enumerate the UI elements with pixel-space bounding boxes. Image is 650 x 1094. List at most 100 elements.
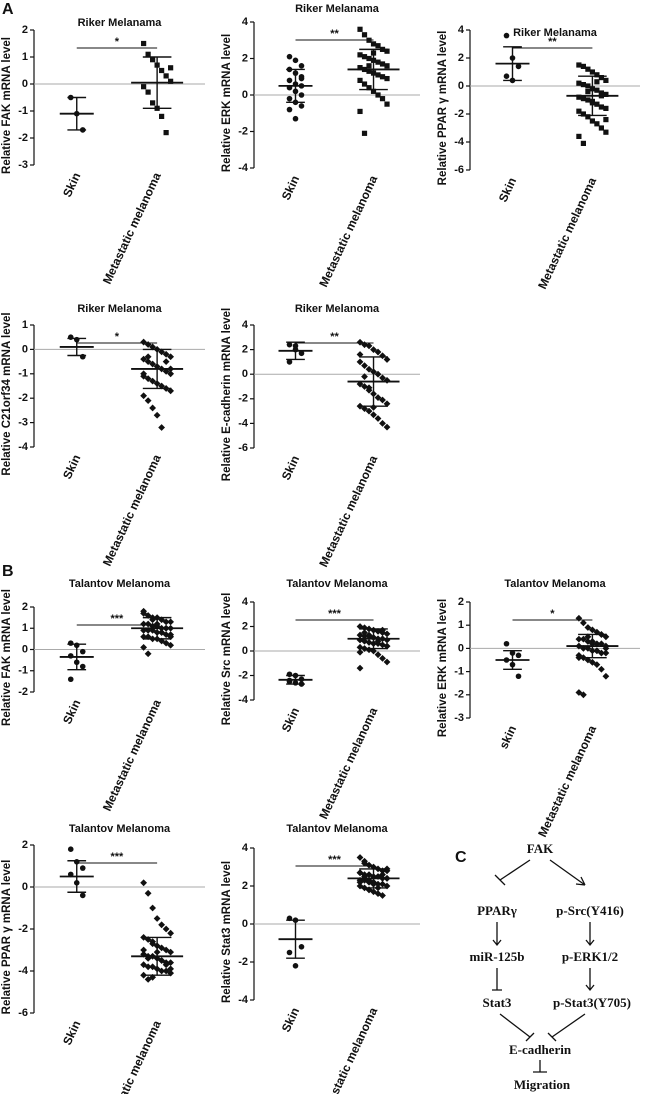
point bbox=[576, 133, 582, 139]
point bbox=[150, 100, 156, 106]
point bbox=[167, 948, 175, 956]
point bbox=[286, 53, 293, 60]
node: Migration bbox=[514, 1077, 571, 1092]
point bbox=[67, 846, 74, 852]
x-tick-label: Metastatic melanoma bbox=[316, 705, 380, 821]
chart: Talantov Melanoma Relative ERK mRNA level… bbox=[437, 578, 640, 839]
y-tick-label: -4 bbox=[18, 965, 29, 977]
point bbox=[144, 650, 152, 658]
point bbox=[374, 348, 382, 356]
y-tick-label: 4 bbox=[242, 596, 249, 608]
y-tick-label: -2 bbox=[454, 689, 464, 701]
point bbox=[167, 370, 175, 378]
chart-title: Riker Melanama bbox=[513, 27, 598, 39]
point bbox=[356, 358, 364, 366]
point bbox=[162, 358, 170, 365]
point bbox=[140, 355, 148, 363]
chart: Riker Melanama Relative FAK mRNA level 2 1 0… bbox=[1, 17, 205, 286]
point bbox=[150, 57, 156, 63]
y-tick-label: -2 bbox=[238, 393, 248, 405]
chart-title: Talantov Melanoma bbox=[286, 823, 388, 835]
panel-label: B bbox=[2, 563, 14, 580]
y-tick-label: 0 bbox=[22, 78, 28, 90]
point bbox=[356, 854, 364, 861]
point bbox=[580, 140, 586, 146]
significance: ** bbox=[330, 28, 339, 40]
point bbox=[515, 673, 522, 680]
error-bar bbox=[359, 356, 388, 407]
point bbox=[503, 32, 510, 39]
point bbox=[375, 72, 381, 78]
point bbox=[576, 94, 582, 100]
point bbox=[593, 661, 601, 669]
x-tick-label: Skin bbox=[279, 705, 302, 734]
point bbox=[374, 370, 382, 378]
chart: Riker Melanoma Relative C21orf34 mRNA lev… bbox=[1, 303, 205, 568]
significance: *** bbox=[111, 851, 125, 863]
point bbox=[158, 967, 166, 975]
x-tick-label: Metastatic melanoma bbox=[100, 452, 164, 568]
point bbox=[580, 691, 587, 699]
point bbox=[365, 384, 373, 392]
y-tick-label: 0 bbox=[242, 918, 248, 930]
panel-label: C bbox=[455, 849, 467, 866]
point bbox=[515, 652, 522, 659]
significance: *** bbox=[328, 854, 342, 866]
point bbox=[584, 624, 592, 631]
point bbox=[594, 121, 600, 127]
significance: * bbox=[115, 36, 120, 48]
y-tick-label: 0 bbox=[22, 343, 28, 355]
y-tick-label: -2 bbox=[454, 108, 464, 120]
y-tick-label: 2 bbox=[242, 620, 248, 632]
point bbox=[168, 65, 174, 71]
point bbox=[158, 348, 166, 356]
point bbox=[140, 370, 148, 378]
point bbox=[594, 72, 600, 78]
point bbox=[365, 365, 373, 373]
y-tick-label: 2 bbox=[22, 24, 28, 36]
y-tick-label: 1 bbox=[22, 51, 28, 63]
point bbox=[580, 111, 586, 117]
point bbox=[366, 68, 372, 74]
point bbox=[149, 404, 157, 412]
point bbox=[365, 342, 373, 350]
point bbox=[383, 658, 391, 666]
point bbox=[603, 117, 609, 123]
point bbox=[159, 113, 165, 119]
arrow bbox=[549, 859, 586, 886]
error-bar bbox=[142, 936, 172, 976]
point bbox=[379, 96, 386, 102]
y-axis-label: Relative PPAR γ mRNA level bbox=[1, 860, 13, 1015]
node: miR-125b bbox=[470, 949, 525, 964]
point bbox=[144, 620, 152, 628]
point bbox=[286, 341, 293, 348]
point bbox=[67, 676, 74, 683]
y-tick-label: 0 bbox=[22, 643, 28, 655]
point bbox=[379, 61, 386, 67]
point bbox=[589, 626, 596, 634]
point bbox=[370, 411, 377, 419]
y-tick-label: 4 bbox=[242, 842, 249, 854]
point bbox=[585, 66, 591, 72]
point bbox=[158, 629, 166, 636]
point bbox=[589, 69, 595, 75]
point bbox=[298, 944, 305, 950]
y-tick-label: -2 bbox=[238, 669, 248, 681]
chart: Talantov Melanoma Relative FAK mRNA level… bbox=[1, 578, 205, 813]
point bbox=[153, 411, 161, 419]
point bbox=[140, 392, 148, 400]
point bbox=[356, 648, 364, 656]
point bbox=[603, 129, 609, 135]
inhibit bbox=[533, 1060, 547, 1073]
y-tick-label: 1 bbox=[458, 619, 464, 631]
x-tick-label: skin bbox=[496, 723, 519, 751]
point bbox=[361, 373, 368, 381]
point bbox=[361, 859, 368, 867]
x-tick-label: Metastatic melanoma bbox=[535, 723, 599, 839]
chart-title: Talantov Melanoma bbox=[286, 578, 388, 590]
point bbox=[383, 642, 391, 650]
y-tick-label: -4 bbox=[238, 994, 249, 1006]
point bbox=[361, 130, 368, 136]
y-tick-label: -3 bbox=[454, 712, 464, 724]
significance: * bbox=[550, 608, 555, 620]
